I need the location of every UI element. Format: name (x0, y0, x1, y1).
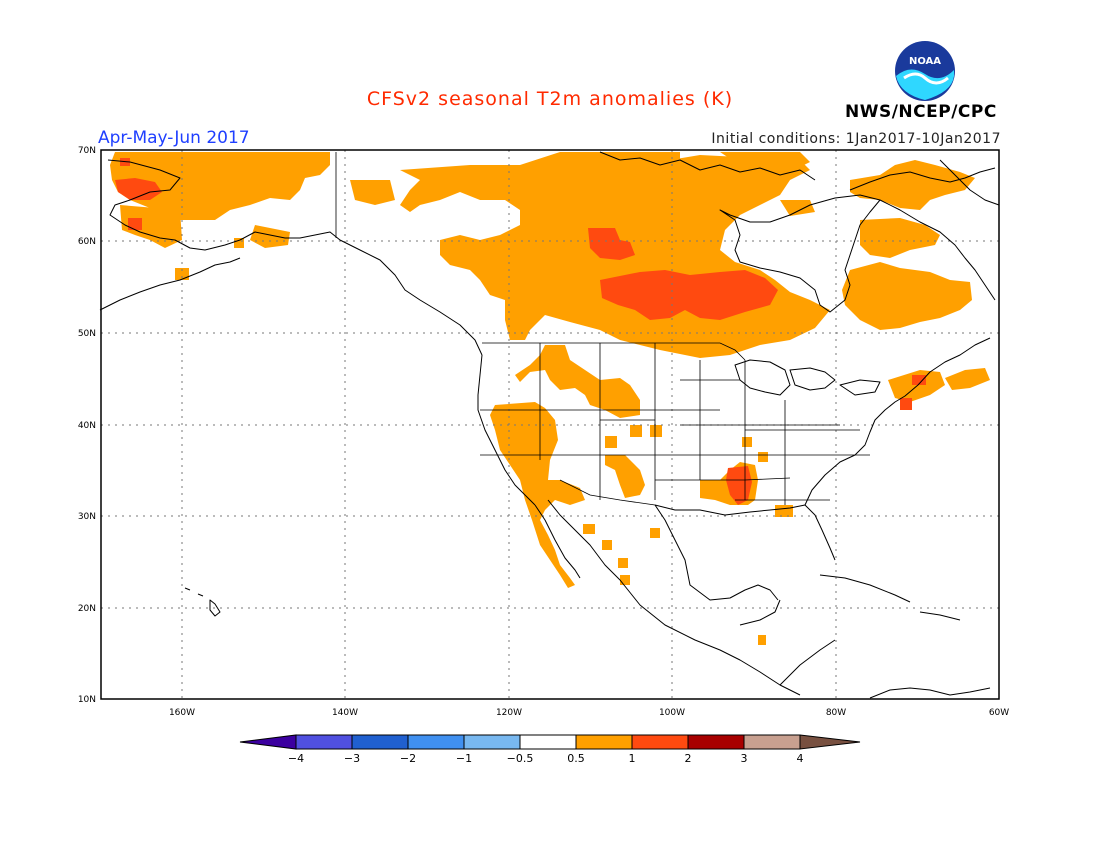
political-borders (335, 152, 870, 506)
map-title: CFSv2 seasonal T2m anomalies (K) (366, 88, 734, 110)
logo-text: NOAA (909, 56, 941, 67)
colorbar-swatch-neutral (519, 734, 577, 750)
lon-label-140w: 140W (332, 708, 358, 718)
graticule (101, 150, 999, 699)
colorbar-labels: −4 −3 −2 −1 −0.5 0.5 1 2 3 4 (288, 752, 804, 765)
colorbar (239, 734, 861, 750)
colorbar-swatch-1-2 (631, 734, 689, 750)
initial-conditions-label: Initial conditions: 1Jan2017-10Jan2017 (711, 131, 1001, 147)
lat-label-50: 50N (78, 329, 96, 339)
colorbar-label: −2 (400, 752, 416, 765)
colorbar-swatch-4-3 (295, 734, 353, 750)
lon-label-60w: 60W (989, 708, 1009, 718)
noaa-logo: NOAA (895, 41, 955, 101)
lon-label-80w: 80W (826, 708, 846, 718)
coastlines (99, 151, 1000, 699)
lat-label-20: 20N (78, 604, 96, 614)
lon-label-100w: 100W (659, 708, 685, 718)
colorbar-label: −1 (456, 752, 472, 765)
lon-labels: 160W 140W 120W 100W 80W 60W (169, 708, 1009, 718)
organization-label: NWS/NCEP/CPC (845, 102, 997, 122)
colorbar-swatch-3-4 (743, 734, 801, 750)
colorbar-label: 3 (741, 752, 748, 765)
colorbar-label: −3 (344, 752, 360, 765)
lon-label-160w: 160W (169, 708, 195, 718)
colorbar-swatch-below-4 (239, 734, 297, 750)
season-label: Apr-May-Jun 2017 (98, 128, 250, 148)
colorbar-swatch-2-1 (407, 734, 465, 750)
colorbar-label: 1 (629, 752, 636, 765)
lat-label-40: 40N (78, 421, 96, 431)
lat-labels: 70N 60N 50N 40N 30N 20N 10N (78, 146, 96, 705)
anomaly-layer-red (115, 158, 926, 505)
colorbar-label: 4 (797, 752, 804, 765)
colorbar-label: −4 (288, 752, 304, 765)
lat-label-70: 70N (78, 146, 96, 156)
lon-label-120w: 120W (496, 708, 522, 718)
colorbar-label: 0.5 (567, 752, 585, 765)
colorbar-swatch-3-2 (351, 734, 409, 750)
colorbar-swatch-above-4 (799, 734, 861, 750)
lat-label-60: 60N (78, 237, 96, 247)
colorbar-swatch-05-1 (575, 734, 633, 750)
lat-label-10: 10N (78, 695, 96, 705)
lat-label-30: 30N (78, 512, 96, 522)
colorbar-swatch-2-3 (687, 734, 745, 750)
colorbar-swatch-1-05 (463, 734, 521, 750)
colorbar-label: 2 (685, 752, 692, 765)
map-frame (100, 149, 1000, 700)
colorbar-label: −0.5 (507, 752, 534, 765)
